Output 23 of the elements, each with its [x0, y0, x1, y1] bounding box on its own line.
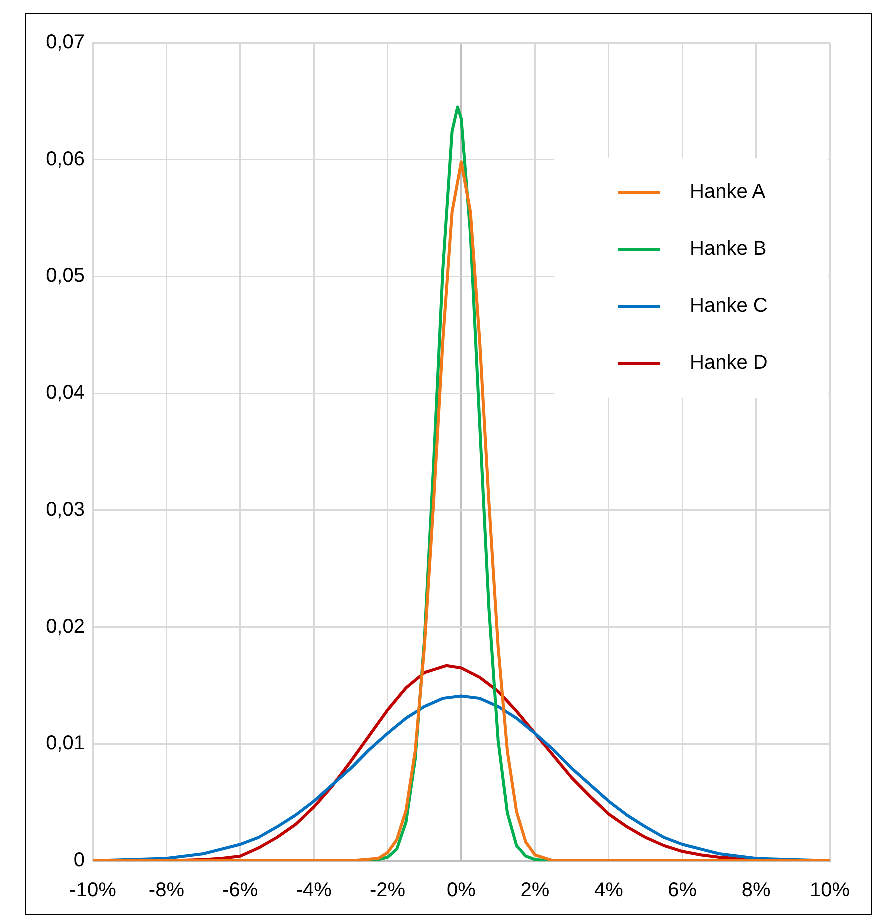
x-tick-label: 8% [742, 880, 771, 902]
x-tick-label: 4% [594, 880, 624, 902]
x-tick-label: 6% [668, 880, 698, 902]
y-tick-label: 0,03 [46, 498, 85, 521]
y-tick-label: 0,05 [46, 265, 85, 288]
legend-label: Hanke D [690, 352, 768, 375]
legend-label: Hanke C [690, 294, 768, 318]
x-tick-label: -4% [296, 880, 332, 902]
y-tick-label: 0,07 [46, 32, 85, 54]
y-tick-label: 0,02 [46, 616, 85, 638]
x-tick-label: -2% [370, 880, 406, 902]
legend-label: Hanke A [690, 180, 766, 204]
x-tick-label: 10% [810, 880, 850, 902]
y-tick-label: 0,01 [46, 732, 85, 755]
x-tick-label: -6% [222, 880, 258, 902]
x-tick-label: 0% [447, 880, 476, 902]
x-tick-label: -8% [148, 880, 185, 902]
y-tick-label: 0,06 [46, 148, 85, 170]
x-tick-label: -10% [70, 880, 117, 902]
legend-label: Hanke B [690, 238, 767, 261]
x-tick-label: 2% [520, 880, 550, 902]
y-tick-label: 0 [74, 850, 85, 872]
y-tick-label: 0,04 [46, 382, 85, 404]
